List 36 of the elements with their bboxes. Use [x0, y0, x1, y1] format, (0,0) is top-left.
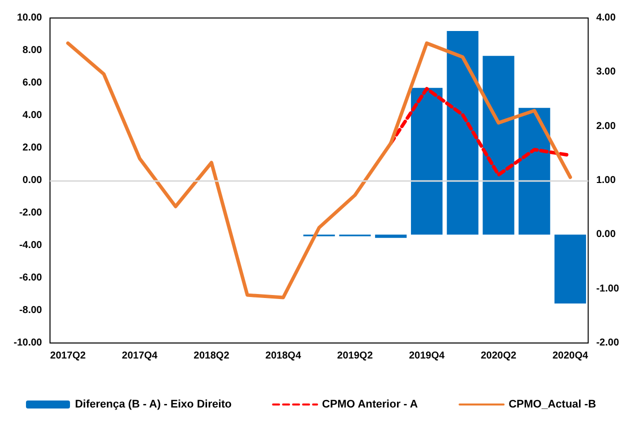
y-tick-label: -8.00: [19, 305, 42, 316]
y-tick-label: 6.00: [22, 78, 42, 88]
bar: [554, 234, 586, 304]
x-tick-label: 2017Q4: [122, 350, 158, 362]
y-tick-label: -6.00: [19, 272, 42, 284]
y-tick-label: 4.00: [22, 110, 42, 121]
y-tick-label: -4.00: [19, 240, 42, 251]
legend-label: CPMO_Actual -B: [508, 398, 596, 410]
y2-tick-label: -2.00: [596, 338, 620, 348]
x-tick-label: 2018Q2: [194, 350, 230, 362]
y-tick-label: 2.00: [22, 142, 42, 154]
y-tick-label: 10.00: [16, 12, 42, 24]
line-series: [66, 41, 572, 300]
legend-label: Diferença (B - A) - Eixo Direito: [74, 398, 232, 410]
y-tick-label: -2.00: [19, 208, 42, 218]
bar: [446, 31, 478, 235]
y2-tick-label: 3.00: [596, 66, 616, 78]
x-tick-label: 2018Q4: [265, 350, 302, 362]
y-tick-label: 8.00: [22, 45, 42, 56]
y-tick-label: -10.00: [14, 338, 42, 348]
x-tick-label: 2017Q2: [50, 350, 86, 362]
x-tick-label: 2020Q2: [480, 350, 517, 362]
bar: [410, 88, 443, 235]
x-tick-label: 2019Q4: [408, 350, 445, 362]
bar: [375, 234, 407, 238]
bar: [482, 56, 514, 235]
x-tick-label: 2019Q2: [337, 350, 374, 362]
y-tick-label: 0.00: [22, 175, 42, 186]
legend-label: CPMO Anterior - A: [322, 398, 418, 410]
x-tick-label: 2020Q4: [552, 350, 588, 362]
y2-tick-label: 1.00: [596, 175, 616, 186]
y2-tick-label: -1.00: [596, 283, 620, 294]
y2-tick-label: 2.00: [596, 120, 616, 132]
y2-tick-label: 0.00: [596, 229, 616, 240]
bar: [518, 108, 550, 235]
y2-tick-label: 4.00: [596, 12, 616, 24]
